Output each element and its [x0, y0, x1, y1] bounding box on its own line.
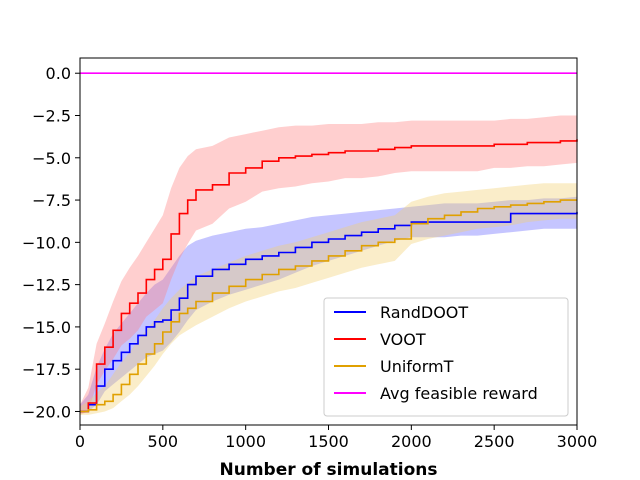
- y-axis-ticks: 0.0 −2.5 −5.0 −7.5 −10.0 −12.5 −15.0 −17.5 −20.0: [22, 64, 80, 421]
- y-tick-label: −12.5: [22, 276, 71, 295]
- line-uniformt: [80, 199, 577, 413]
- x-tick-label: 500: [148, 432, 179, 451]
- legend-box: [323, 297, 569, 417]
- x-tick-label: 1000: [225, 432, 266, 451]
- x-axis-ticks: 0 500 1000 1500 2000 2500 3000: [75, 425, 597, 451]
- series-lines: [80, 72, 578, 413]
- y-tick-label: −15.0: [22, 318, 71, 337]
- legend-label-uniformt: UniformT: [380, 357, 454, 376]
- y-tick-label: −7.5: [32, 191, 71, 210]
- y-tick-label: −5.0: [32, 149, 71, 168]
- legend-label-avg-feasible-reward: Avg feasible reward: [380, 384, 538, 403]
- legend-label-voot: VOOT: [380, 330, 426, 349]
- x-tick-label: 2000: [391, 432, 432, 451]
- y-tick-label: −10.0: [22, 233, 71, 252]
- line-voot: [80, 139, 578, 413]
- x-tick-label: 3000: [557, 432, 598, 451]
- y-tick-label: −17.5: [22, 360, 71, 379]
- x-axis-title: Number of simulations: [220, 460, 438, 480]
- legend: RandDOOT VOOT UniformT Avg feasible reward: [323, 297, 569, 417]
- legend-label-randdoot: RandDOOT: [380, 303, 468, 322]
- y-tick-label: −20.0: [22, 402, 71, 421]
- y-tick-label: 0.0: [46, 64, 71, 83]
- x-tick-label: 0: [75, 432, 85, 451]
- x-tick-label: 2500: [474, 432, 515, 451]
- y-tick-label: −2.5: [32, 107, 71, 126]
- x-tick-label: 1500: [308, 432, 349, 451]
- band-randdoot: [80, 196, 577, 414]
